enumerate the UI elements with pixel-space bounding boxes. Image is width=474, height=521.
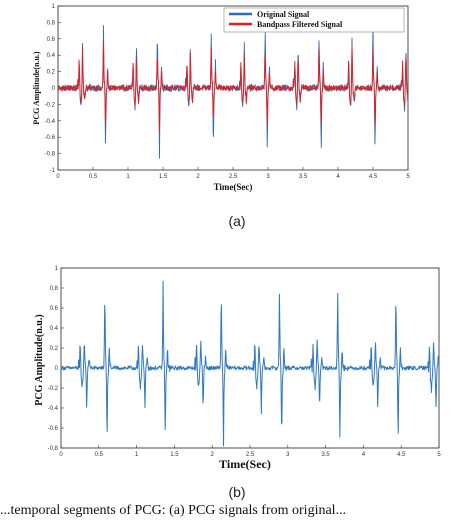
y-tick-label: 0.4 <box>50 326 59 332</box>
y-tick-label: -0.4 <box>48 406 59 412</box>
y-tick-label: 1 <box>52 4 56 10</box>
x-tick-label: 4 <box>336 174 340 180</box>
y-tick-label: 0.8 <box>50 286 59 292</box>
panel-label-b: (b) <box>228 484 245 500</box>
y-tick-label: -0.2 <box>45 102 56 108</box>
x-tick-label: 1 <box>126 174 130 180</box>
y-tick-label: 0 <box>52 86 56 92</box>
y-axis-label-a: PCG Amplitude(n.u.) <box>32 51 41 124</box>
series-line-1-0 <box>60 280 440 447</box>
x-axis-label-a: Time(Sec) <box>214 182 253 192</box>
figure-caption: ...temporal segments of PCG: (a) PCG sig… <box>0 503 346 518</box>
y-tick-label: -0.6 <box>45 135 56 141</box>
legend-a: Original Signal Bandpass Filtered Signal <box>223 7 405 33</box>
x-tick-label: 2 <box>196 174 200 180</box>
x-tick-label: 3 <box>266 174 270 180</box>
legend-label-original: Original Signal <box>257 10 310 19</box>
x-tick-label: 1 <box>135 452 139 458</box>
y-tick-label: 0.6 <box>50 306 59 312</box>
y-tick-label: -0.6 <box>48 426 59 432</box>
y-tick-label: -0.8 <box>48 446 59 452</box>
x-tick-label: 3.5 <box>321 452 330 458</box>
series-group-b <box>60 280 440 447</box>
x-tick-label: 0.5 <box>95 452 104 458</box>
series-line-0-1 <box>57 41 409 133</box>
y-tick-label: 0.8 <box>47 20 56 26</box>
x-tick-label: 4 <box>362 452 366 458</box>
chart-panel-a: 1 0.8 0.6 0.4 0.2 0 -0.2 -0.4 -0.6 -0.8 -1 0 0.5 1 1.… <box>32 4 410 229</box>
y-tick-label: 0.6 <box>47 37 56 43</box>
x-tick-label: 1.5 <box>159 174 168 180</box>
x-axis-label-b: Time(Sec) <box>219 457 271 471</box>
x-axis-ticks-b: 0 0.5 1 1.5 2 2.5 3 3.5 4 4.5 5 <box>59 445 441 458</box>
x-tick-label: 2.5 <box>246 452 255 458</box>
x-tick-label: 2 <box>211 452 215 458</box>
y-tick-label: 0 <box>55 366 59 372</box>
y-tick-label: 1 <box>55 266 59 272</box>
chart-panel-b: 1 0.8 0.6 0.4 0.2 0 -0.2 -0.4 -0.6 -0.8 0 0.5 1 1.5 2… <box>34 266 441 500</box>
y-tick-label: -1 <box>50 168 56 174</box>
y-tick-label: -0.8 <box>45 152 56 158</box>
y-tick-label: -0.2 <box>48 386 59 392</box>
x-tick-label: 4.5 <box>369 174 378 180</box>
x-tick-label: 3 <box>286 452 290 458</box>
series-group-a <box>57 21 409 159</box>
x-tick-label: 4.5 <box>397 452 406 458</box>
y-tick-label: 0.2 <box>50 346 59 352</box>
x-tick-label: 0 <box>59 452 63 458</box>
legend-box-a <box>223 7 405 33</box>
x-tick-label: 1.5 <box>170 452 179 458</box>
x-tick-label: 5 <box>437 452 441 458</box>
y-axis-ticks-b: 1 0.8 0.6 0.4 0.2 0 -0.2 -0.4 -0.6 -0.8 <box>48 266 64 452</box>
x-tick-label: 3.5 <box>299 174 308 180</box>
y-tick-label: -0.4 <box>45 119 56 125</box>
x-tick-label: 0.5 <box>89 174 98 180</box>
x-tick-label: 0 <box>56 174 60 180</box>
x-tick-label: 5 <box>406 174 410 180</box>
panel-label-a: (a) <box>228 213 245 229</box>
x-axis-ticks-a: 0 0.5 1 1.5 2 2.5 3 3.5 4 4.5 5 <box>56 167 410 180</box>
y-axis-label-b: PCG Amplitude(n.u.) <box>34 314 45 405</box>
legend-label-filtered: Bandpass Filtered Signal <box>257 20 343 29</box>
x-tick-label: 2.5 <box>229 174 238 180</box>
plot-frame-b <box>60 267 440 449</box>
y-tick-label: 0.4 <box>47 53 56 59</box>
y-tick-label: 0.2 <box>47 70 56 76</box>
